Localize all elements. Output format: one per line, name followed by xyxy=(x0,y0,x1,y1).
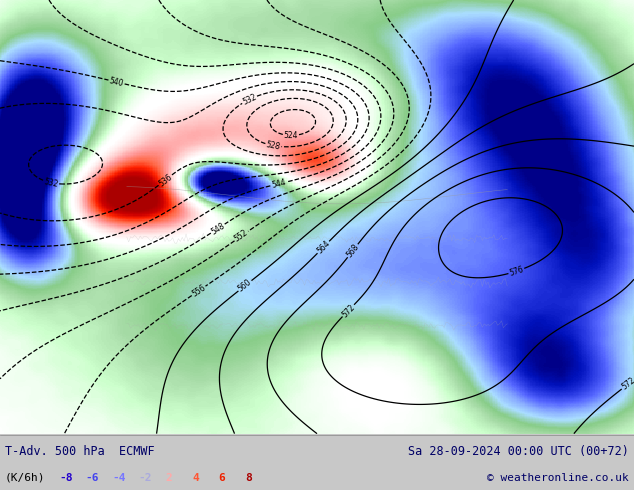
Text: -2: -2 xyxy=(139,472,152,483)
Text: 572: 572 xyxy=(619,376,634,392)
Text: 568: 568 xyxy=(345,242,361,259)
Text: 8: 8 xyxy=(245,472,252,483)
Text: 552: 552 xyxy=(233,228,250,244)
Text: 556: 556 xyxy=(190,283,207,299)
Text: 560: 560 xyxy=(236,278,254,294)
Text: 572: 572 xyxy=(340,302,356,319)
Text: © weatheronline.co.uk: © weatheronline.co.uk xyxy=(487,472,629,483)
Text: -6: -6 xyxy=(86,472,99,483)
Text: 540: 540 xyxy=(108,76,125,88)
Text: 544: 544 xyxy=(270,178,287,190)
Text: 548: 548 xyxy=(209,221,226,236)
Text: 528: 528 xyxy=(266,140,281,151)
Text: T-Adv. 500 hPa  ECMWF: T-Adv. 500 hPa ECMWF xyxy=(5,445,155,458)
Text: 536: 536 xyxy=(157,172,174,188)
Text: 6: 6 xyxy=(219,472,226,483)
Text: 532: 532 xyxy=(43,177,59,189)
Text: Sa 28-09-2024 00:00 UTC (00+72): Sa 28-09-2024 00:00 UTC (00+72) xyxy=(408,445,629,458)
Text: 2: 2 xyxy=(165,472,172,483)
Text: 576: 576 xyxy=(508,265,525,278)
Text: -8: -8 xyxy=(59,472,72,483)
Text: -4: -4 xyxy=(112,472,126,483)
Text: 564: 564 xyxy=(315,239,332,256)
Text: (K/6h): (K/6h) xyxy=(5,472,46,483)
Text: 532: 532 xyxy=(241,92,258,107)
Text: 524: 524 xyxy=(283,131,298,140)
Text: 4: 4 xyxy=(192,472,199,483)
